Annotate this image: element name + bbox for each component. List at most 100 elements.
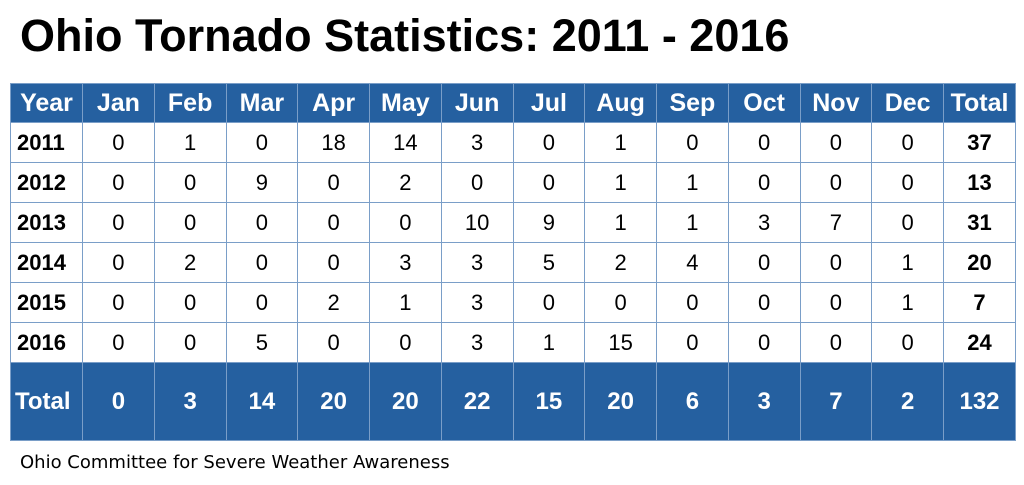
month-count-cell: 0: [82, 202, 155, 243]
table-header-row: Year Jan Feb Mar Apr May Jun Jul Aug Sep…: [10, 83, 1016, 123]
year-cell: 2012: [10, 162, 83, 203]
row-total-cell: 37: [943, 122, 1016, 163]
month-count-cell: 3: [440, 242, 514, 283]
month-count-cell: 1: [584, 202, 657, 243]
month-count-cell: 0: [799, 162, 873, 203]
month-count-cell: 3: [369, 242, 442, 283]
year-cell: 2014: [10, 242, 83, 283]
totals-cell: 3: [727, 362, 801, 441]
year-cell: 2016: [10, 322, 83, 363]
month-count-cell: 0: [727, 162, 801, 203]
month-count-cell: 0: [369, 322, 442, 363]
totals-row: Total 0 3 14 20 20 22 15 20 6 3 7 2 132: [10, 362, 1016, 441]
column-header: Mar: [225, 83, 299, 123]
month-count-cell: 1: [153, 122, 227, 163]
month-count-cell: 1: [871, 242, 944, 283]
month-count-cell: 9: [512, 202, 586, 243]
table-body: 2011 0 1 0 18 14 3 0 1 0 0 0 0 37 2012 0 0 9 0 2 0 0 1 1 0 0 0 13 20…: [10, 122, 1016, 363]
year-cell: 2015: [10, 282, 83, 323]
month-count-cell: 0: [153, 202, 227, 243]
column-header: Nov: [799, 83, 873, 123]
month-count-cell: 2: [297, 282, 370, 323]
column-header: Aug: [584, 83, 657, 123]
month-count-cell: 0: [727, 282, 801, 323]
month-count-cell: 0: [297, 242, 370, 283]
month-count-cell: 0: [225, 242, 299, 283]
month-count-cell: 0: [727, 122, 801, 163]
totals-cell: 20: [297, 362, 370, 441]
month-count-cell: 0: [871, 322, 944, 363]
page-title: Ohio Tornado Statistics: 2011 - 2016: [20, 10, 790, 61]
month-count-cell: 0: [512, 162, 586, 203]
totals-cell: 6: [656, 362, 729, 441]
month-count-cell: 0: [153, 282, 227, 323]
month-count-cell: 1: [584, 162, 657, 203]
month-count-cell: 0: [82, 242, 155, 283]
column-header: Jun: [440, 83, 514, 123]
month-count-cell: 0: [153, 322, 227, 363]
month-count-cell: 0: [799, 282, 873, 323]
month-count-cell: 0: [82, 322, 155, 363]
month-count-cell: 0: [656, 322, 729, 363]
row-total-cell: 13: [943, 162, 1016, 203]
totals-cell: 14: [225, 362, 299, 441]
month-count-cell: 10: [440, 202, 514, 243]
column-header: Dec: [871, 83, 944, 123]
month-count-cell: 0: [727, 322, 801, 363]
table-row: 2011 0 1 0 18 14 3 0 1 0 0 0 0 37: [10, 122, 1016, 163]
column-header: Jan: [82, 83, 155, 123]
month-count-cell: 2: [369, 162, 442, 203]
table-row: 2015 0 0 0 2 1 3 0 0 0 0 0 1 7: [10, 282, 1016, 323]
grand-total-cell: 132: [943, 362, 1016, 441]
column-header: Oct: [727, 83, 801, 123]
month-count-cell: 3: [727, 202, 801, 243]
year-cell: 2013: [10, 202, 83, 243]
totals-cell: 22: [440, 362, 514, 441]
month-count-cell: 2: [584, 242, 657, 283]
row-total-cell: 20: [943, 242, 1016, 283]
month-count-cell: 15: [584, 322, 657, 363]
source-credit: Ohio Committee for Severe Weather Awaren…: [20, 452, 450, 473]
table-row: 2012 0 0 9 0 2 0 0 1 1 0 0 0 13: [10, 162, 1016, 203]
totals-cell: 0: [82, 362, 155, 441]
month-count-cell: 0: [727, 242, 801, 283]
month-count-cell: 0: [225, 282, 299, 323]
month-count-cell: 0: [871, 202, 944, 243]
row-total-cell: 24: [943, 322, 1016, 363]
month-count-cell: 1: [656, 162, 729, 203]
month-count-cell: 0: [82, 162, 155, 203]
month-count-cell: 0: [512, 122, 586, 163]
month-count-cell: 3: [440, 122, 514, 163]
row-total-cell: 7: [943, 282, 1016, 323]
month-count-cell: 0: [799, 122, 873, 163]
column-header: Feb: [153, 83, 227, 123]
table-row: 2013 0 0 0 0 0 10 9 1 1 3 7 0 31: [10, 202, 1016, 243]
month-count-cell: 0: [871, 162, 944, 203]
totals-cell: 7: [799, 362, 873, 441]
column-header: Sep: [656, 83, 729, 123]
month-count-cell: 2: [153, 242, 227, 283]
month-count-cell: 1: [512, 322, 586, 363]
totals-cell: 20: [584, 362, 657, 441]
month-count-cell: 9: [225, 162, 299, 203]
column-header: May: [369, 83, 442, 123]
month-count-cell: 0: [512, 282, 586, 323]
month-count-cell: 3: [440, 322, 514, 363]
month-count-cell: 0: [297, 162, 370, 203]
month-count-cell: 0: [799, 242, 873, 283]
month-count-cell: 1: [369, 282, 442, 323]
month-count-cell: 5: [512, 242, 586, 283]
year-cell: 2011: [10, 122, 83, 163]
month-count-cell: 0: [297, 202, 370, 243]
month-count-cell: 1: [656, 202, 729, 243]
month-count-cell: 1: [584, 122, 657, 163]
month-count-cell: 3: [440, 282, 514, 323]
month-count-cell: 4: [656, 242, 729, 283]
column-header: Year: [10, 83, 83, 123]
totals-cell: 20: [369, 362, 442, 441]
month-count-cell: 0: [799, 322, 873, 363]
month-count-cell: 0: [656, 122, 729, 163]
month-count-cell: 0: [153, 162, 227, 203]
totals-cell: 2: [871, 362, 944, 441]
month-count-cell: 0: [369, 202, 442, 243]
